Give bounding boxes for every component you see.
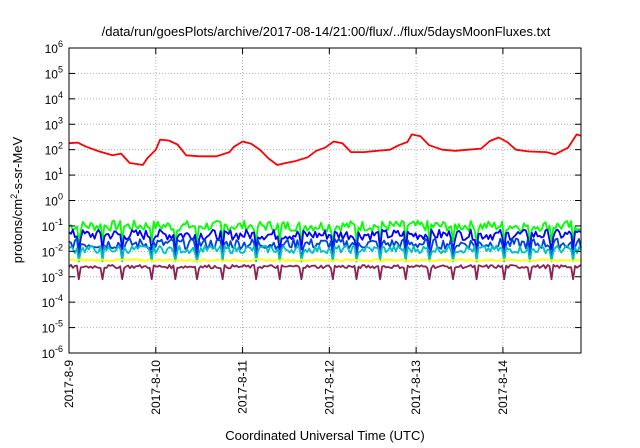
series-line [68,244,582,263]
y-tick-label: 104 [45,90,63,107]
grid [69,48,581,353]
y-tick-label: 10-1 [42,217,63,234]
y-ticks: 106 105 104 103 102 101 100 10-1 10-2 10-3 10-4 10-… [42,39,581,361]
x-tick-label: 2017-8-12 [322,360,336,415]
series-line [68,219,582,243]
y-tick-label: 10-6 [42,344,63,361]
x-tick-label: 2017-8-10 [149,360,163,415]
y-tick-label: 100 [45,192,63,209]
x-tick-label: 2017-8-13 [409,360,423,415]
series-line [68,263,582,281]
x-tick-label: 2017-8-9 [62,360,76,408]
y-tick-label: 102 [45,141,63,158]
y-tick-label: 106 [45,39,63,56]
x-axis-label: Coordinated Universal Time (UTC) [225,428,424,443]
x-tick-label: 2017-8-14 [496,360,510,415]
y-axis-label: protons/cm2-s-sr-MeV [9,136,25,263]
chart-title: /data/run/goesPlots/archive/2017-08-14/2… [102,24,551,39]
plot-lines [68,133,582,281]
series-line [68,133,582,166]
series-line [68,258,582,263]
x-ticks: 2017-8-9 2017-8-10 2017-8-11 2017-8-12 2017-… [62,48,510,415]
y-tick-label: 103 [45,115,63,132]
series-line [68,228,582,251]
x-tick-label: 2017-8-11 [236,360,250,414]
y-tick-label: 10-2 [42,242,63,259]
y-tick-label: 105 [45,64,63,81]
y-tick-label: 10-3 [42,268,63,285]
y-tick-label: 101 [45,166,63,183]
y-tick-label: 10-5 [42,319,63,336]
y-tick-label: 10-4 [42,293,63,310]
